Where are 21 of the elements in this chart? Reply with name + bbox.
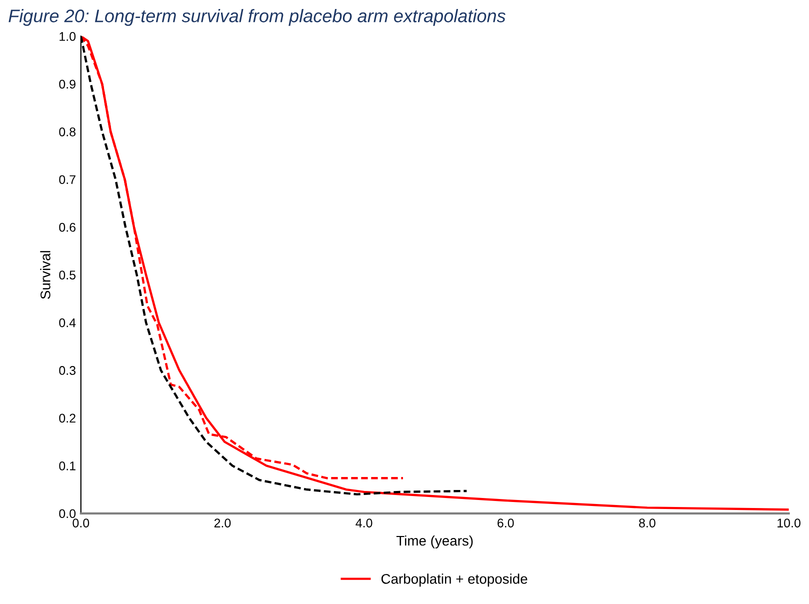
x-tick-label: 6.0 xyxy=(498,518,514,528)
y-tick-label: 0.2 xyxy=(59,414,76,423)
y-axis-title: Survival xyxy=(40,251,50,299)
y-tick-label: 0.7 xyxy=(59,175,76,184)
x-tick-label: 10.0 xyxy=(778,518,800,528)
x-tick-label: 0.0 xyxy=(72,518,90,528)
y-tick-label: 0.4 xyxy=(59,318,76,328)
y-tick-label: 0.8 xyxy=(59,127,76,136)
y-tick-label: 0.5 xyxy=(59,270,76,280)
y-tick-label: 0.9 xyxy=(59,80,76,89)
y-tick-label: 0.1 xyxy=(59,461,76,470)
legend-label: Carboplatin + etoposide xyxy=(381,574,528,587)
x-tick-label: 4.0 xyxy=(356,518,372,528)
y-tick-label: 0.0 xyxy=(59,509,76,518)
y-tick-label: 0.3 xyxy=(59,366,76,375)
x-tick-label: 8.0 xyxy=(639,518,656,528)
y-tick-label: 0.6 xyxy=(59,222,76,232)
chart-title: Figure 20: Long-term survival from placebo arm extrapolations xyxy=(8,9,506,26)
x-axis-title: Time (years) xyxy=(396,535,473,548)
y-tick-label: 1.0 xyxy=(60,32,76,41)
x-tick-label: 2.0 xyxy=(214,518,231,528)
